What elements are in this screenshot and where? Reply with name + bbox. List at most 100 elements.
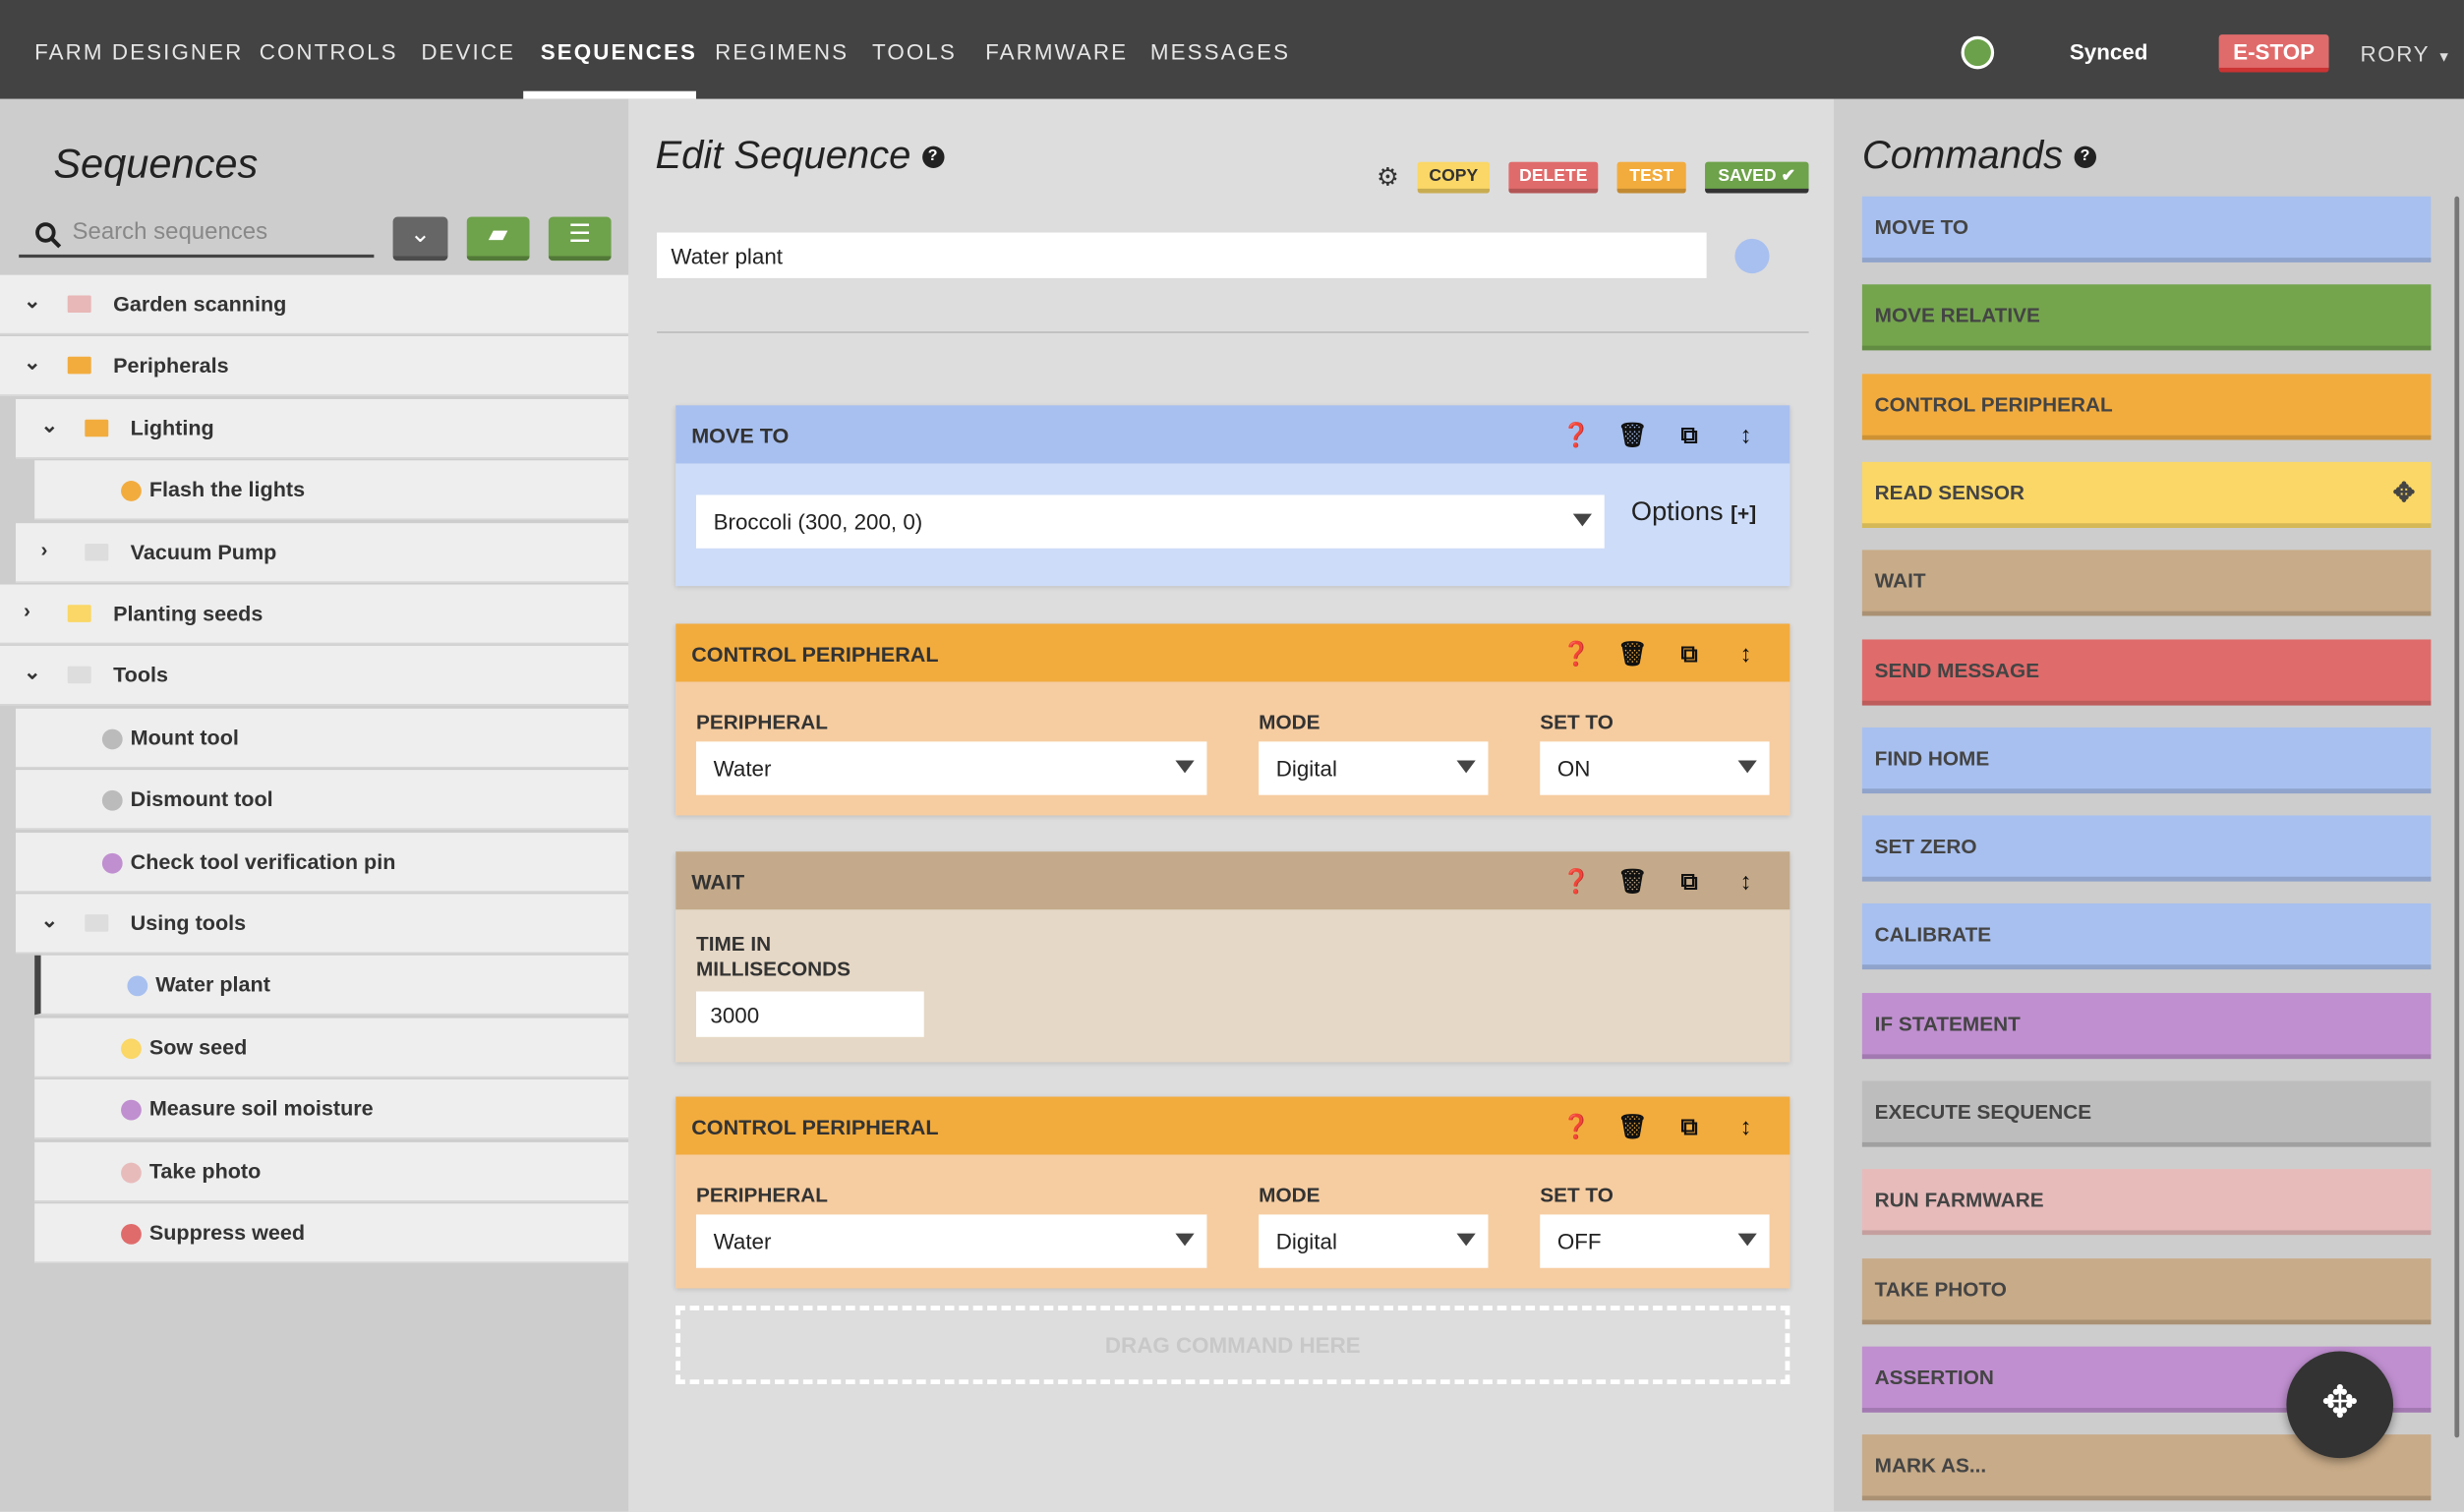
settings-gear-icon[interactable]: ⚙ [1377,164,1399,192]
step-header[interactable]: MOVE TO ❓ 🗑 ⧉ ↕ [675,405,1790,464]
command-find-home[interactable]: FIND HOME [1861,727,2432,793]
sequence-item[interactable]: Sow seed [34,1018,629,1078]
command-move-relative[interactable]: MOVE RELATIVE [1861,284,2432,351]
drag-handle-icon[interactable]: ↕ [1739,868,1752,896]
step-title: WAIT [691,870,745,895]
drag-handle-icon[interactable]: ↕ [1739,1114,1752,1141]
command-move-to[interactable]: MOVE TO [1861,196,2432,262]
folder-item[interactable]: › Planting seeds [0,584,629,645]
user-menu[interactable]: RORY ▼ [2360,41,2452,67]
chevron-right-icon[interactable]: › [40,536,48,560]
color-dot-icon [121,1162,142,1183]
tab-regimens[interactable]: REGIMENS [715,38,850,65]
caret-down-icon [1737,760,1757,774]
chevron-right-icon[interactable]: › [23,598,30,622]
drop-zone[interactable]: DRAG COMMAND HERE [675,1306,1790,1385]
trash-icon[interactable]: 🗑 [1617,641,1648,669]
sequence-item[interactable]: Check tool verification pin [15,832,629,893]
chevron-down-icon[interactable]: ⌄ [23,289,41,314]
tab-farm-designer[interactable]: FARM DESIGNER [34,38,244,65]
duplicate-icon[interactable]: ⧉ [1680,422,1698,450]
test-button[interactable]: TEST [1616,161,1686,194]
tab-sequences[interactable]: SEQUENCES [540,38,698,65]
command-set-zero[interactable]: SET ZERO [1861,815,2432,882]
sequence-item[interactable]: Water plant [34,956,629,1017]
add-folder-button[interactable]: ▰ [466,216,530,262]
chevron-down-icon[interactable]: ⌄ [23,660,41,684]
folder-item[interactable]: ⌄ Using tools [15,894,629,955]
copy-button[interactable]: COPY [1417,161,1491,194]
command-if-statement[interactable]: IF STATEMENT [1861,992,2432,1059]
folder-item[interactable]: ⌄ Tools [0,646,629,707]
step-header[interactable]: CONTROL PERIPHERAL ❓ 🗑 ⧉ ↕ [675,623,1790,682]
mode-select[interactable]: Digital [1259,1214,1489,1268]
options-toggle[interactable]: Options [+] [1631,496,1756,528]
drag-handle-icon[interactable]: ↕ [1739,641,1752,669]
tab-device[interactable]: DEVICE [421,38,516,65]
trash-icon[interactable]: 🗑 [1617,1114,1648,1141]
chevron-down-icon[interactable]: ⌄ [40,413,58,436]
help-icon[interactable]: ❓ [1561,641,1591,669]
tab-controls[interactable]: CONTROLS [259,38,398,65]
folder-item[interactable]: ⌄ Lighting [15,398,629,459]
duplicate-icon[interactable]: ⧉ [1680,868,1698,896]
duplicate-icon[interactable]: ⧉ [1680,641,1698,669]
color-picker[interactable] [1734,238,1770,274]
command-calibrate[interactable]: CALIBRATE [1861,903,2432,970]
time-input[interactable]: 3000 [696,991,924,1037]
tab-messages[interactable]: MESSAGES [1149,38,1291,65]
sequence-item[interactable]: Dismount tool [15,770,629,831]
move-controls-fab[interactable]: ✥ [2286,1351,2394,1459]
estop-button[interactable]: E-STOP [2218,34,2329,73]
search-input[interactable]: Search sequences [19,212,375,259]
sync-status[interactable]: Synced [2069,38,2148,65]
saved-button[interactable]: SAVED ✔ [1705,161,1809,194]
sequence-name-input[interactable]: Water plant [657,232,1707,278]
sequence-item[interactable]: Mount tool [15,708,629,769]
folder-item[interactable]: ⌄ Peripherals [0,336,629,397]
folder-item[interactable]: › Vacuum Pump [15,522,629,583]
help-icon[interactable]: ❓ [1561,1114,1591,1141]
command-take-photo[interactable]: TAKE PHOTO [1861,1257,2432,1324]
sequence-item[interactable]: Suppress weed [34,1203,629,1263]
set-to-select[interactable]: OFF [1540,1214,1770,1268]
trash-icon[interactable]: 🗑 [1617,422,1648,450]
help-icon[interactable]: ? [921,146,944,169]
duplicate-icon[interactable]: ⧉ [1680,1114,1698,1141]
location-select[interactable]: Broccoli (300, 200, 0) [696,494,1605,549]
sequence-item[interactable]: Take photo [34,1141,629,1201]
scrollbar[interactable] [2454,196,2460,1438]
command-read-sensor[interactable]: READ SENSOR ✥ [1861,461,2432,528]
command-label: CONTROL PERIPHERAL [1874,391,2113,416]
folder-item[interactable]: ⌄ Garden scanning [0,274,629,335]
step-control-peripheral: CONTROL PERIPHERAL ❓ 🗑 ⧉ ↕ PERIPHERAL MODE … [675,623,1790,816]
collapse-all-button[interactable]: ⌄ [392,216,448,262]
command-run-farmware[interactable]: RUN FARMWARE [1861,1169,2432,1236]
trash-icon[interactable]: 🗑 [1617,868,1648,896]
help-icon[interactable]: ❓ [1561,422,1591,450]
command-wait[interactable]: WAIT [1861,550,2432,616]
mode-select[interactable]: Digital [1259,741,1489,795]
editor-title-wrap: Edit Sequence ? [655,134,944,179]
chevron-down-icon[interactable]: ⌄ [23,351,41,375]
help-icon[interactable]: ? [2074,146,2096,169]
tab-tools[interactable]: TOOLS [872,38,957,65]
chevron-down-icon[interactable]: ⌄ [40,907,58,932]
command-send-message[interactable]: SEND MESSAGE [1861,638,2432,705]
peripheral-select[interactable]: Water [696,741,1207,795]
add-sequence-button[interactable]: ☰ [548,216,612,262]
delete-button[interactable]: DELETE [1508,161,1599,194]
drag-move-icon[interactable]: ✥ [2392,477,2416,508]
set-to-select[interactable]: ON [1540,741,1770,795]
sequence-item[interactable]: Measure soil moisture [34,1079,629,1139]
peripheral-select[interactable]: Water [696,1214,1207,1268]
step-header[interactable]: CONTROL PERIPHERAL ❓ 🗑 ⧉ ↕ [675,1096,1790,1155]
step-header[interactable]: WAIT ❓ 🗑 ⧉ ↕ [675,851,1790,910]
help-icon[interactable]: ❓ [1561,868,1591,896]
tab-farmware[interactable]: FARMWARE [985,38,1129,65]
command-control-peripheral[interactable]: CONTROL PERIPHERAL [1861,373,2432,439]
sequence-item[interactable]: Flash the lights [34,460,629,521]
command-execute-sequence[interactable]: EXECUTE SEQUENCE [1861,1080,2432,1147]
panel-title: Sequences [53,140,259,188]
drag-handle-icon[interactable]: ↕ [1739,422,1752,450]
